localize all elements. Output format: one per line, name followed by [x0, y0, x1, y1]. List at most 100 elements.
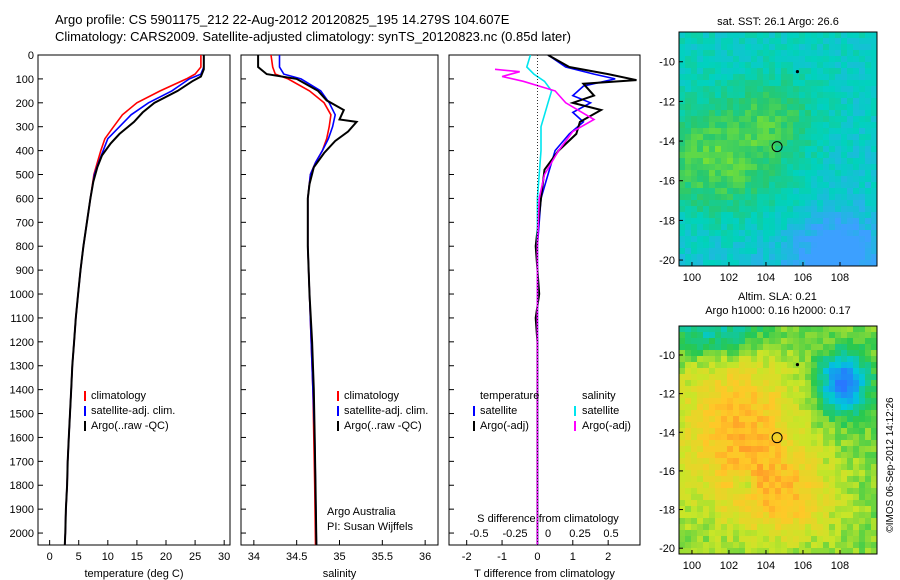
heatmap-cell	[775, 224, 782, 231]
heatmap-cell	[733, 542, 740, 549]
heatmap-cell	[859, 494, 866, 501]
heatmap-cell	[679, 248, 686, 255]
heatmap-cell	[727, 338, 734, 345]
heatmap-cell	[871, 152, 878, 159]
heatmap-cell	[745, 530, 752, 537]
heatmap-cell	[709, 446, 716, 453]
heatmap-cell	[691, 74, 698, 81]
heatmap-cell	[805, 50, 812, 57]
heatmap-cell	[865, 164, 872, 171]
heatmap-cell	[829, 422, 836, 429]
heatmap-cell	[709, 386, 716, 393]
heatmap-cell	[751, 536, 758, 543]
heatmap-cell	[847, 218, 854, 225]
heatmap-cell	[721, 440, 728, 447]
heatmap-cell	[865, 362, 872, 369]
heatmap-cell	[817, 416, 824, 423]
heatmap-cell	[835, 74, 842, 81]
heatmap-cell	[721, 350, 728, 357]
heatmap-cell	[691, 188, 698, 195]
heatmap-cell	[811, 80, 818, 87]
heatmap-cell	[763, 446, 770, 453]
heatmap-cell	[799, 350, 806, 357]
heatmap-cell	[739, 146, 746, 153]
heatmap-cell	[859, 500, 866, 507]
heatmap-cell	[775, 542, 782, 549]
heatmap-cell	[847, 542, 854, 549]
x-tick-label: 30	[218, 551, 230, 563]
heatmap-cell	[829, 230, 836, 237]
heatmap-cell	[841, 338, 848, 345]
y-tick-label: 1400	[10, 385, 34, 397]
heatmap-cell	[709, 452, 716, 459]
heatmap-cell	[799, 230, 806, 237]
heatmap-cell	[859, 434, 866, 441]
legend-label: satellite	[480, 405, 517, 417]
heatmap-cell	[733, 416, 740, 423]
heatmap-cell	[847, 350, 854, 357]
heatmap-cell	[745, 122, 752, 129]
heatmap-cell	[841, 50, 848, 57]
heatmap-cell	[829, 98, 836, 105]
heatmap-cell	[859, 344, 866, 351]
heatmap-cell	[811, 230, 818, 237]
heatmap-cell	[697, 452, 704, 459]
heatmap-cell	[829, 380, 836, 387]
heatmap-cell	[787, 62, 794, 69]
heatmap-cell	[793, 110, 800, 117]
heatmap-cell	[769, 524, 776, 531]
heatmap-cell	[871, 236, 878, 243]
heatmap-cell	[685, 104, 692, 111]
heatmap-cell	[871, 386, 878, 393]
heatmap-cell	[835, 464, 842, 471]
heatmap-cell	[841, 512, 848, 519]
heatmap-cell	[679, 350, 686, 357]
heatmap-cell	[703, 338, 710, 345]
heatmap-cell	[757, 518, 764, 525]
heatmap-cell	[733, 344, 740, 351]
heatmap-cell	[865, 368, 872, 375]
heatmap-cell	[721, 242, 728, 249]
heatmap-cell	[805, 80, 812, 87]
heatmap-cell	[811, 38, 818, 45]
series-line-climatology	[270, 55, 332, 545]
heatmap-cell	[691, 398, 698, 405]
heatmap-cell	[859, 134, 866, 141]
heatmap-cell	[835, 326, 842, 333]
heatmap-cell	[823, 212, 830, 219]
heatmap-cell	[793, 464, 800, 471]
heatmap-cell	[769, 410, 776, 417]
heatmap-cell	[805, 170, 812, 177]
heatmap-cell	[703, 488, 710, 495]
heatmap-cell	[763, 38, 770, 45]
heatmap-cell	[823, 392, 830, 399]
heatmap-cell	[805, 404, 812, 411]
heatmap-cell	[775, 428, 782, 435]
heatmap-cell	[679, 446, 686, 453]
heatmap-cell	[817, 56, 824, 63]
heatmap-cell	[775, 140, 782, 147]
heatmap-cell	[805, 392, 812, 399]
heatmap-cell	[865, 374, 872, 381]
heatmap-cell	[823, 362, 830, 369]
heatmap-cell	[781, 536, 788, 543]
heatmap-cell	[703, 404, 710, 411]
heatmap-cell	[871, 362, 878, 369]
heatmap-cell	[787, 512, 794, 519]
heatmap-cell	[859, 542, 866, 549]
heatmap-cell	[721, 68, 728, 75]
heatmap-cell	[829, 488, 836, 495]
heatmap-cell	[865, 428, 872, 435]
heatmap-cell	[757, 380, 764, 387]
heatmap-cell	[733, 380, 740, 387]
heatmap-cell	[691, 356, 698, 363]
x-axis-label: temperature (deg C)	[84, 568, 183, 580]
heatmap-cell	[829, 470, 836, 477]
heatmap-cell	[703, 236, 710, 243]
heatmap-cell	[769, 98, 776, 105]
heatmap-cell	[823, 356, 830, 363]
heatmap-cell	[685, 188, 692, 195]
heatmap-cell	[781, 98, 788, 105]
heatmap-cell	[859, 338, 866, 345]
heatmap-cell	[817, 506, 824, 513]
